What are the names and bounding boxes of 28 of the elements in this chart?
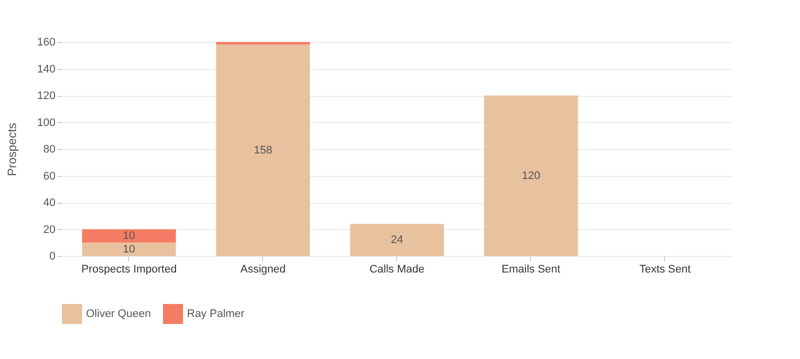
x-tick-label: Prospects Imported [81,264,177,276]
y-tick-label: 140 [37,63,56,76]
bar [216,42,310,45]
y-tick-label: 0 [49,250,56,262]
data-label: 10 [122,243,136,256]
bar [484,96,578,256]
bar [82,229,176,243]
data-label: 10 [122,230,136,242]
y-tick-label: 120 [37,90,56,102]
y-tick-label: 160 [37,36,56,48]
x-tick-label: Calls Made [369,264,425,276]
y-tick-label: 100 [37,116,56,129]
x-tick-label: Texts Sent [639,264,691,276]
legend-label: Ray Palmer [187,308,245,320]
x-tick-label: Assigned [240,264,286,276]
bar [216,44,310,256]
data-label: 158 [254,144,272,156]
x-tick-label: Emails Sent [502,264,560,276]
bar [82,242,176,256]
data-label: 120 [522,170,540,182]
y-tick-label: 20 [43,224,56,236]
y-axis-title: Prospects [5,122,20,176]
bar [350,224,444,256]
y-tick-label: 60 [43,170,56,182]
y-tick-label: 40 [43,197,56,209]
legend-label: Oliver Queen [86,308,151,320]
y-tick-label: 80 [43,144,56,156]
data-label: 24 [390,234,404,246]
